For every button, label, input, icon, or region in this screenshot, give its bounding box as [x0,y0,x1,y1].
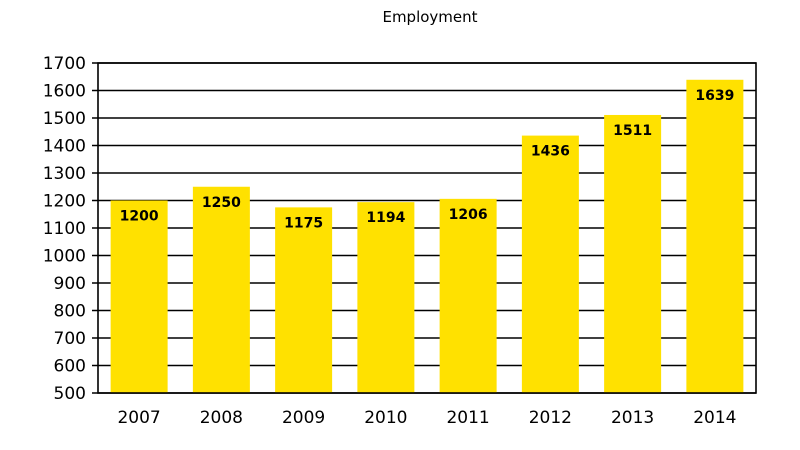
x-tick-label: 2011 [446,408,489,428]
y-tick-label: 600 [54,357,86,377]
x-tick-label: 2012 [529,408,572,428]
y-tick-label: 1400 [43,137,86,157]
y-tick-label: 700 [54,329,86,349]
bar-layer: 1200 1250 1175 1194 1206 1436 1511 1639 [110,79,744,394]
bar-2013 [604,114,662,393]
data-label: 1206 [449,207,488,223]
data-label: 1436 [531,144,570,160]
x-tick-label: 2009 [282,408,325,428]
y-tick-label: 1100 [43,219,86,239]
x-tick-label: 2007 [117,408,160,428]
y-tick-label: 1600 [43,82,86,102]
data-label: 1250 [202,195,241,211]
bar-2011 [439,198,497,393]
data-label: 1194 [366,210,405,226]
bar-2009 [275,207,333,393]
x-tick-label: 2010 [364,408,407,428]
y-tick-label: 500 [54,384,86,404]
data-label: 1639 [695,88,734,104]
data-label: 1175 [284,215,323,231]
axis-layer: 500 600 700 800 900 1000 1100 1200 1300 1400 1500 1… [43,54,757,428]
y-tick-label: 1500 [43,109,86,129]
y-tick-label: 800 [54,302,86,322]
plot-frame [97,62,757,394]
x-tick-label: 2013 [611,408,654,428]
chart-title: Employment [382,8,478,26]
bar-2014 [686,79,744,394]
bar-2007 [110,200,168,393]
y-tick-label: 1300 [43,164,86,184]
x-tick-label: 2008 [200,408,243,428]
bar-2012 [521,135,579,393]
data-label: 1200 [120,209,159,225]
y-tick-label: 900 [54,274,86,294]
y-tick-label: 1700 [43,54,86,74]
y-tick-label: 1200 [43,192,86,212]
x-tick-label: 2014 [693,408,736,428]
y-tick-label: 1000 [43,247,86,267]
data-label: 1511 [613,123,652,139]
bar-2008 [192,186,250,393]
bar-2010 [357,202,415,393]
